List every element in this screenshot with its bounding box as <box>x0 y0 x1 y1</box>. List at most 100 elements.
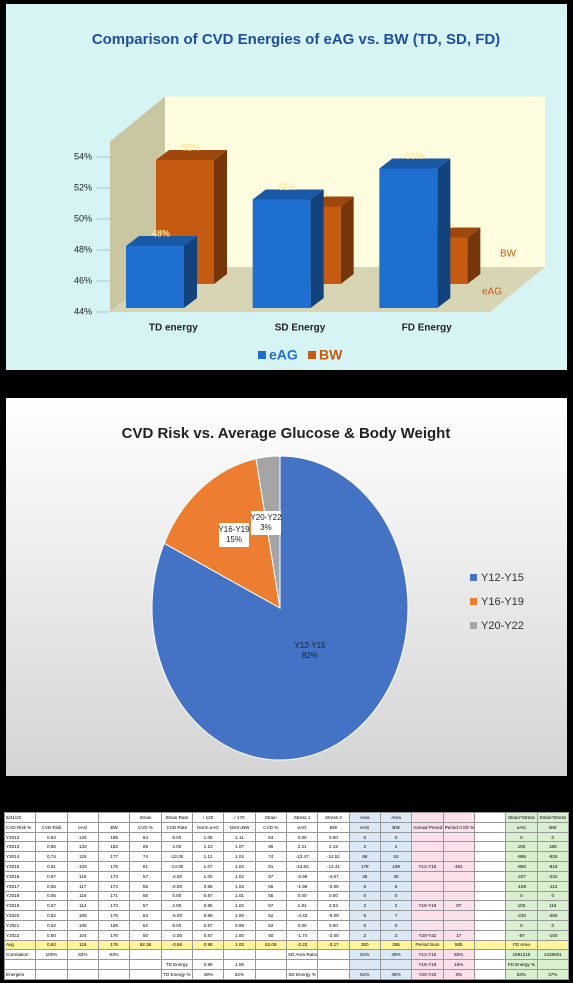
table-cell: 175 <box>97 861 131 872</box>
table-cell: 0.81 <box>35 861 68 872</box>
table-cell <box>411 831 444 843</box>
table-cell: 0.52 <box>35 910 68 921</box>
table-cell: 36 <box>348 870 381 882</box>
bar-top <box>126 236 197 246</box>
table-cell: 190 <box>505 841 538 853</box>
legend-label: BW <box>319 347 343 363</box>
table-row: Avg 0.62 118 176 62.36 -3.68 0.98 1.03 62.09 -3.2… <box>3 939 570 951</box>
table-cell: 81 <box>129 861 162 872</box>
table-cell: 1.01 <box>223 890 256 902</box>
table-row: Correlation 100% 83% 83% SD Area Ratio 51% 49%… <box>3 949 570 961</box>
table-cell <box>66 812 99 823</box>
table-cell: 119 <box>66 870 99 882</box>
charts: Comparison of CVD Energies of eAG vs. BW… <box>6 4 567 776</box>
table-cell: 1.06 <box>191 831 225 843</box>
table-cell: -4.00 <box>160 870 193 882</box>
table-cell <box>317 949 350 961</box>
table-cell: 104 <box>66 929 99 941</box>
table-cell <box>473 851 507 863</box>
table-cell: 170 <box>97 910 131 921</box>
table-row: Y2013 0.86 133 183 86 2.00 1.10 1.07 86 2.21 2.15 2… <box>3 841 570 853</box>
table-cell: 0.00 <box>285 919 319 931</box>
table-cell <box>35 959 68 970</box>
table-row: Y2017 0.55 117 174 55 -2.00 0.98 1.03 55 -1.96 -2.… <box>3 880 570 892</box>
table-cell: Y2022 <box>3 929 37 941</box>
chart2-title: CVD Risk vs. Average Glucose & Body Weig… <box>122 425 451 442</box>
table-cell: 6 <box>348 910 381 921</box>
table-cell: Y2014 <box>3 851 37 863</box>
table-cell: BW <box>379 821 413 833</box>
table-cell: 185 <box>536 841 570 853</box>
table-cell: 106 <box>66 910 99 921</box>
table-cell: 2.21 <box>285 841 319 853</box>
table-cell: 1.06 <box>223 959 256 970</box>
legend-swatch <box>308 351 316 359</box>
table-cell <box>285 959 319 970</box>
table-cell: Strain Rate <box>160 812 193 823</box>
table-cell: 1.07 <box>223 841 256 853</box>
table-cell: 0.86 <box>35 841 68 853</box>
table-cell: eAG <box>348 821 381 833</box>
table-cell: -4.07 <box>317 870 350 882</box>
spreadsheet: 5/31/22 Strain Strain Rate/ 120/ 170 Strain… <box>3 812 570 980</box>
table-cell <box>442 812 475 823</box>
table-cell: 0 <box>536 919 570 931</box>
table-cell: 1428931 <box>536 949 570 961</box>
table-cell: 178 <box>348 861 381 872</box>
table-cell: -113 <box>536 880 570 892</box>
table-cell <box>473 910 507 921</box>
table-cell: 0.55 <box>35 890 68 902</box>
table-cell: 0.95 <box>191 900 225 912</box>
table-cell: 0.00 <box>317 831 350 843</box>
table-cell: 126 <box>66 851 99 863</box>
table-cell: Y16-Y19 <box>411 900 444 912</box>
table-cell: -87 <box>505 929 538 941</box>
table-cell: -13.41 <box>317 861 350 872</box>
table-cell: 51% <box>348 949 381 961</box>
table-cell <box>411 812 444 823</box>
table-cell <box>473 841 507 853</box>
table-cell: Y20-Y22 <box>411 969 444 980</box>
table-cell: 83% <box>97 949 131 961</box>
table-cell: -230 <box>505 910 538 921</box>
legend-label: Y20-Y22 <box>481 620 524 632</box>
table-cell: 6 <box>348 880 381 892</box>
legend-swatch <box>470 598 477 605</box>
table-cell <box>442 841 475 853</box>
table-cell <box>473 880 507 892</box>
table-cell: 6 <box>379 880 413 892</box>
table-cell: 87 <box>442 900 475 912</box>
table-cell: 126 <box>66 831 99 843</box>
table-cell <box>411 910 444 921</box>
table-cell: 57 <box>254 870 287 882</box>
y-tick-label: 44% <box>74 306 92 316</box>
table-cell: Y12-Y15 <box>411 949 444 961</box>
table-cell: -3.68 <box>160 939 193 951</box>
table-cell: 0 <box>348 831 381 843</box>
table-cell: 1.02 <box>223 870 256 882</box>
table-cell: 1.00 <box>223 929 256 941</box>
table-cell: Area <box>348 812 381 823</box>
table-cell: 0.99 <box>223 919 256 931</box>
table-row: Energies TD Energy % 48% 52% SD Energy % 51% 4… <box>3 969 570 980</box>
table-cell: Y16-Y19 <box>411 959 444 970</box>
table-cell <box>442 851 475 863</box>
table-cell: Y2015 <box>3 861 37 872</box>
table-cell: 170 <box>97 929 131 941</box>
bar <box>379 168 438 308</box>
table-cell: Strain <box>254 812 287 823</box>
table-cell <box>317 959 350 970</box>
table-row: Y2018 0.55 116 171 55 0.00 0.97 1.01 55 0.00 0.00 0… <box>3 890 570 902</box>
table-cell: 171 <box>97 890 131 902</box>
table-cell: SD Area Ratio <box>285 949 319 961</box>
table-cell: 0 <box>505 831 538 843</box>
table-cell: 1.11 <box>223 831 256 843</box>
legend-swatch <box>258 351 266 359</box>
table-cell: / 120 <box>191 812 225 823</box>
table-cell: 0 <box>348 919 381 931</box>
table-cell: -227 <box>505 870 538 882</box>
table-cell: 1.03 <box>223 861 256 872</box>
table-cell: 0 <box>536 831 570 843</box>
table-cell: FD Area <box>505 939 538 951</box>
legend-swatch <box>470 574 477 581</box>
